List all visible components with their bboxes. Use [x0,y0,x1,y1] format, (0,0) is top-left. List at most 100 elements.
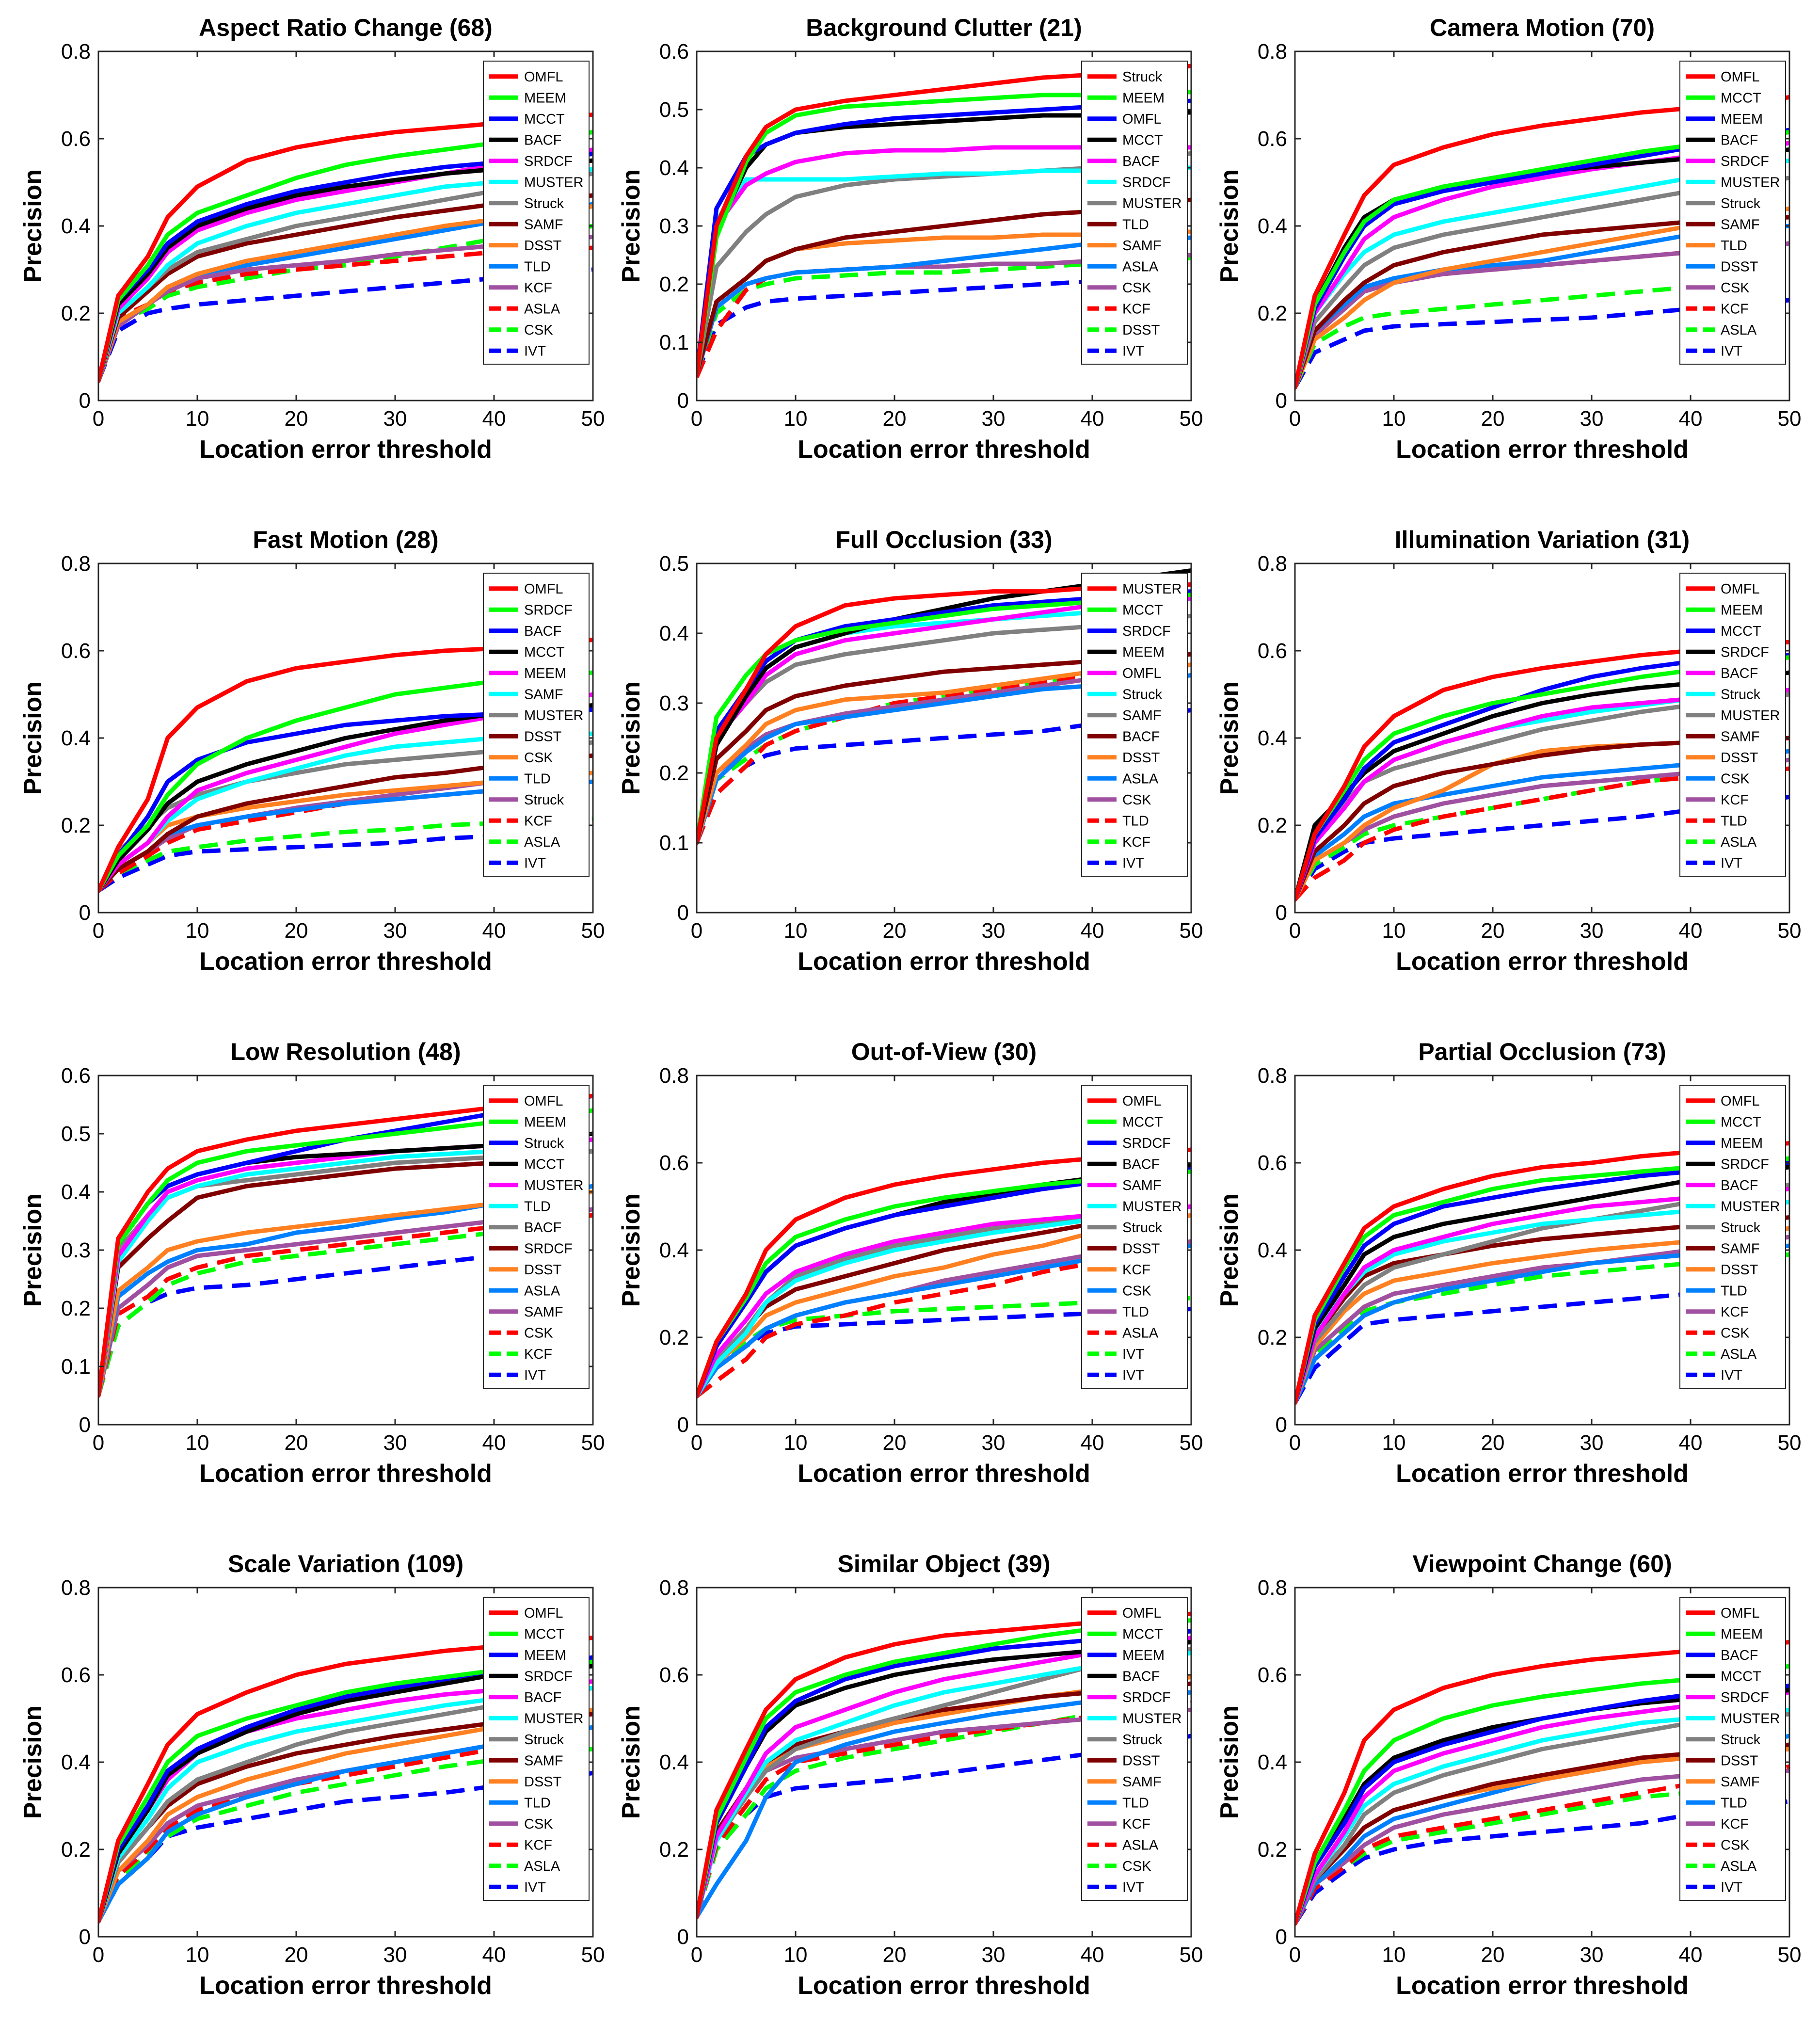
x-tick-label: 30 [383,407,407,431]
x-tick-label: 0 [691,919,702,943]
chart-illumination-variation-31: Illumination Variation (31) 0 10 20 30 40 50 0 0… [1215,526,1801,976]
legend-label: IVT [1122,343,1144,359]
y-axis-label: Precision [1215,1705,1244,1819]
legend-label: BACF [1122,729,1160,744]
y-tick-label: 0.8 [659,1064,689,1088]
x-tick-label: 30 [383,1943,407,1967]
x-tick-label: 50 [1180,1431,1203,1455]
legend-label: IVT [1721,1367,1742,1383]
y-tick-label: 0.4 [61,726,91,750]
legend-box [1081,61,1188,365]
y-tick-label: 0 [677,389,689,413]
legend-label: ASLA [1122,259,1159,274]
x-tick-label: 40 [482,407,506,431]
legend-label: OMFL [1122,112,1162,127]
x-axis-label: Location error threshold [1396,435,1689,464]
y-tick-label: 0.2 [659,273,689,296]
x-axis-label: Location error threshold [199,435,492,464]
x-tick-label: 40 [1679,407,1703,431]
x-tick-label: 10 [1382,407,1406,431]
legend-label: MEEM [524,1114,566,1130]
legend-label: SAMF [524,687,563,702]
legend-label: ASLA [1122,1325,1159,1341]
legend-label: SRDCF [524,154,573,169]
y-tick-label: 0.6 [61,1663,91,1687]
legend-label: SRDCF [1122,175,1171,190]
legend-label: ASLA [1721,322,1757,338]
legend-label: TLD [524,1199,551,1214]
legend-label: BACF [524,624,561,639]
legend-label: OMFL [524,1093,563,1109]
legend-label: Struck [1122,69,1163,85]
x-tick-label: 10 [186,919,209,943]
legend-label: MUSTER [524,175,583,190]
y-tick-label: 0.2 [61,302,91,325]
legend-label: MEEM [1721,602,1763,618]
legend-label: CSK [524,1816,553,1832]
legend-label: SRDCF [524,1669,573,1684]
legend-label: MUSTER [1721,175,1780,190]
y-axis-label: Precision [1215,1193,1244,1307]
y-tick-label: 0.4 [659,622,689,645]
x-tick-label: 20 [883,1943,907,1967]
legend-box [1679,573,1786,877]
legend-label: OMFL [1122,1606,1162,1621]
legend-label: IVT [1721,1879,1742,1895]
y-axis-label: Precision [1215,681,1244,795]
legend-label: DSST [1721,1262,1758,1278]
y-tick-label: 0.1 [659,831,689,855]
x-tick-label: 0 [93,1431,104,1455]
y-tick-label: 0.6 [61,1064,91,1088]
legend-label: MCCT [524,112,565,127]
legend-label: ASLA [1721,1859,1757,1874]
legend-label: TLD [1122,813,1149,829]
legend-box [1679,1597,1786,1901]
y-tick-label: 0.6 [659,1151,689,1175]
y-tick-label: 0.3 [659,691,689,715]
legend-label: MUSTER [1721,1199,1780,1214]
x-tick-label: 50 [581,1943,605,1967]
legend-label: OMFL [1721,1093,1760,1109]
series-line-asla [98,1747,593,1923]
chart-title: Full Occlusion (33) [835,526,1052,553]
legend-label: MEEM [1122,644,1165,660]
legend: MUSTER MCCT SRDCF MEEM OMFL Struck SAMF BACF DSS… [1081,573,1188,877]
legend-label: DSST [1122,1241,1160,1256]
y-tick-label: 0.6 [61,639,91,663]
legend-label: OMFL [1122,1093,1162,1109]
legend-label: ASLA [1721,835,1757,850]
x-tick-label: 30 [982,1431,1006,1455]
x-tick-label: 10 [186,1943,209,1967]
legend-label: IVT [524,1367,546,1383]
legend-label: MEEM [524,90,566,106]
x-tick-label: 50 [1778,919,1802,943]
legend-label: DSST [524,729,562,744]
legend-box [1081,1085,1188,1389]
y-tick-label: 0.2 [1258,814,1287,837]
legend-label: ASLA [1122,771,1159,787]
x-axis-label: Location error threshold [798,948,1090,976]
legend-label: MUSTER [524,1178,583,1193]
legend-label: MUSTER [1122,581,1181,597]
y-axis-label: Precision [617,681,645,795]
legend-label: MCCT [524,1626,565,1642]
legend-label: SAMF [1122,1178,1162,1193]
legend-box [1679,61,1786,365]
x-tick-label: 0 [1289,407,1301,431]
legend-label: IVT [1721,855,1742,871]
legend-label: CSK [1721,771,1750,787]
legend-label: TLD [1122,1795,1149,1811]
x-tick-label: 10 [784,407,808,431]
legend-label: MCCT [524,644,565,660]
y-tick-label: 0.8 [61,552,91,576]
y-axis-label: Precision [19,681,47,795]
y-tick-label: 0.2 [659,1838,689,1862]
x-tick-label: 50 [1778,1943,1802,1967]
x-tick-label: 50 [1778,407,1802,431]
legend-label: MCCT [1721,1669,1761,1684]
y-tick-label: 0.6 [1258,1663,1287,1687]
x-tick-label: 30 [982,1943,1006,1967]
legend-label: BACF [524,132,561,148]
y-tick-label: 0 [1276,901,1287,925]
